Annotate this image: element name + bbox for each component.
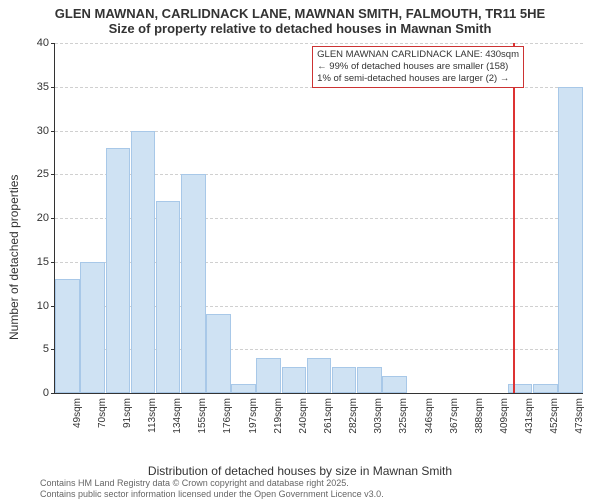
histogram-bar	[156, 201, 181, 394]
chart-container: GLEN MAWNAN, CARLIDNACK LANE, MAWNAN SMI…	[0, 0, 600, 500]
x-tick-label: 473sqm	[574, 398, 585, 448]
x-tick-label: 176sqm	[222, 398, 233, 448]
y-tick-label: 30	[23, 125, 49, 137]
y-tick-mark	[51, 131, 55, 132]
histogram-bar	[131, 131, 156, 394]
x-tick-label: 49sqm	[72, 398, 83, 448]
histogram-bar	[206, 314, 231, 393]
x-tick-label: 367sqm	[449, 398, 460, 448]
histogram-bar	[533, 384, 558, 393]
x-tick-label: 409sqm	[499, 398, 510, 448]
y-tick-mark	[51, 218, 55, 219]
x-tick-label: 70sqm	[97, 398, 108, 448]
histogram-bar	[55, 279, 80, 393]
histogram-bar	[106, 148, 131, 393]
histogram-bar	[307, 358, 332, 393]
y-axis-label: Number of detached properties	[7, 175, 21, 340]
y-tick-label: 15	[23, 256, 49, 268]
x-tick-label: 197sqm	[248, 398, 259, 448]
histogram-bar	[357, 367, 382, 393]
histogram-bar	[508, 384, 533, 393]
x-tick-label: 91sqm	[122, 398, 133, 448]
y-tick-mark	[51, 393, 55, 394]
bars-area: 051015202530354049sqm70sqm91sqm113sqm134…	[54, 43, 583, 394]
y-tick-label: 25	[23, 168, 49, 180]
histogram-bar	[231, 384, 256, 393]
annotation-line1: GLEN MAWNAN CARLIDNACK LANE: 430sqm	[317, 49, 519, 61]
gridline	[55, 43, 583, 44]
x-tick-label: 134sqm	[172, 398, 183, 448]
plot-area: 051015202530354049sqm70sqm91sqm113sqm134…	[54, 44, 582, 424]
annotation-line2: ← 99% of detached houses are smaller (15…	[317, 61, 519, 73]
y-tick-mark	[51, 87, 55, 88]
histogram-bar	[80, 262, 105, 393]
y-tick-mark	[51, 43, 55, 44]
x-tick-label: 113sqm	[147, 398, 158, 448]
footer-line1: Contains HM Land Registry data © Crown c…	[40, 478, 384, 489]
y-tick-label: 5	[23, 343, 49, 355]
histogram-bar	[282, 367, 307, 393]
x-tick-label: 346sqm	[424, 398, 435, 448]
x-tick-label: 261sqm	[323, 398, 334, 448]
histogram-bar	[181, 174, 206, 393]
footer: Contains HM Land Registry data © Crown c…	[40, 478, 384, 500]
x-tick-label: 155sqm	[197, 398, 208, 448]
annotation-line3: 1% of semi-detached houses are larger (2…	[317, 73, 519, 85]
x-tick-label: 303sqm	[373, 398, 384, 448]
chart-title-main: GLEN MAWNAN, CARLIDNACK LANE, MAWNAN SMI…	[0, 0, 600, 21]
histogram-bar	[332, 367, 357, 393]
chart-title-sub: Size of property relative to detached ho…	[0, 21, 600, 36]
y-tick-label: 40	[23, 37, 49, 49]
y-tick-label: 20	[23, 212, 49, 224]
y-tick-label: 0	[23, 387, 49, 399]
y-tick-label: 35	[23, 81, 49, 93]
x-tick-label: 431sqm	[524, 398, 535, 448]
x-tick-label: 325sqm	[398, 398, 409, 448]
histogram-bar	[256, 358, 281, 393]
histogram-bar	[382, 376, 407, 394]
x-tick-label: 452sqm	[549, 398, 560, 448]
histogram-bar	[558, 87, 583, 393]
footer-line2: Contains public sector information licen…	[40, 489, 384, 500]
marker-line	[513, 43, 515, 393]
y-tick-mark	[51, 262, 55, 263]
x-tick-label: 240sqm	[298, 398, 309, 448]
x-tick-label: 219sqm	[273, 398, 284, 448]
x-axis-label: Distribution of detached houses by size …	[0, 464, 600, 478]
x-tick-label: 282sqm	[348, 398, 359, 448]
annotation-box: GLEN MAWNAN CARLIDNACK LANE: 430sqm ← 99…	[312, 46, 524, 88]
x-tick-label: 388sqm	[474, 398, 485, 448]
y-tick-mark	[51, 174, 55, 175]
y-tick-label: 10	[23, 300, 49, 312]
